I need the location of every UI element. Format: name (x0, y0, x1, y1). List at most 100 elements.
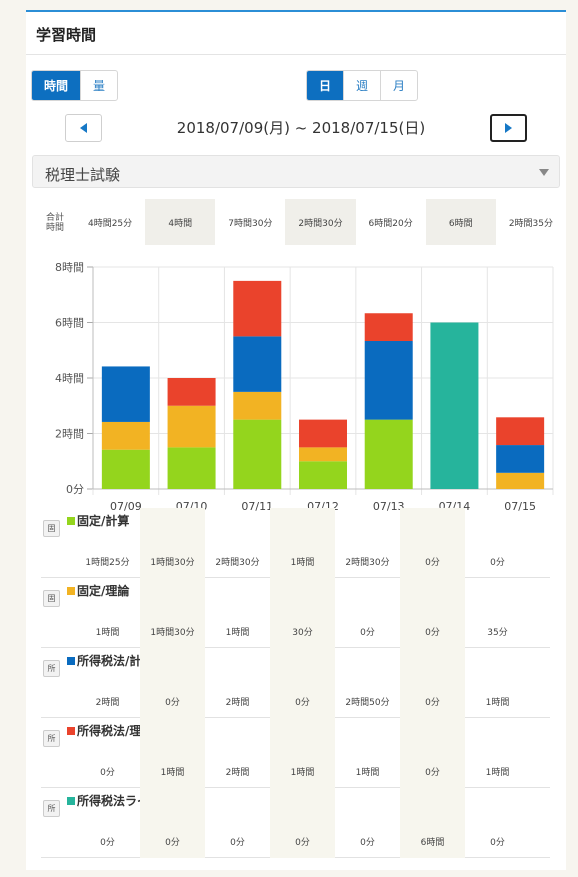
breakdown-value: 0分 (100, 838, 115, 848)
breakdown-section: 所 所得税法/計算 2時間 0分 2時間 0分 2時間50分 0分 1時間 (41, 648, 550, 718)
breakdown-value: 1時間 (485, 698, 510, 708)
legend-swatch (67, 797, 75, 805)
breakdown-values: 2時間 0分 2時間 0分 2時間50分 0分 1時間 (75, 648, 530, 718)
total-value: 2時間30分 (285, 199, 356, 245)
legend-swatch (67, 657, 75, 665)
y-tick-label: 6時間 (55, 317, 84, 330)
breakdown-value: 1時間 (485, 768, 510, 778)
breakdown-value: 1時間25分 (85, 558, 130, 568)
breakdown-value: 1時間 (270, 508, 335, 578)
breakdown-value: 1時間30分 (140, 508, 205, 578)
caret-down-icon (539, 169, 549, 176)
bar-segment (101, 366, 150, 422)
chevron-left-icon (80, 123, 87, 133)
breakdown-value: 6時間 (400, 788, 465, 858)
breakdown-values: 0分 0分 0分 0分 0分 6時間 0分 (75, 788, 530, 858)
breakdown-section: 固 固定/理論 1時間 1時間30分 1時間 30分 0分 0分 35分 (41, 578, 550, 648)
breakdown-value: 35分 (487, 628, 508, 638)
subject-name: 所得税法/計算 (77, 654, 154, 668)
period-day-button[interactable]: 日 (307, 71, 344, 100)
subject-select-value: 税理士試験 (45, 166, 121, 184)
category-badge: 固 (43, 520, 60, 537)
breakdown-value: 1時間 (95, 628, 120, 638)
x-tick-label: 07/11 (241, 500, 273, 512)
breakdown-value: 30分 (270, 578, 335, 648)
subject-name: 固定/計算 (77, 514, 130, 528)
breakdown-value: 0分 (360, 838, 375, 848)
breakdown-value: 0分 (490, 838, 505, 848)
total-value: 7時間30分 (228, 218, 273, 229)
breakdown-value: 0分 (100, 768, 115, 778)
breakdown-value: 0分 (400, 508, 465, 578)
subject-name: 固定/理論 (77, 584, 130, 598)
breakdown-value: 0分 (270, 648, 335, 718)
next-week-button[interactable] (490, 114, 527, 142)
breakdown-value: 0分 (360, 628, 375, 638)
bar-segment (167, 447, 216, 489)
legend-swatch (67, 727, 75, 735)
total-value: 6時間 (425, 199, 496, 245)
breakdown-value: 1時間 (355, 768, 380, 778)
breakdown-value: 0分 (400, 718, 465, 788)
breakdown-value: 0分 (230, 838, 245, 848)
bar-segment (101, 421, 150, 450)
breakdown-value: 1時間30分 (140, 578, 205, 648)
category-badge: 固 (43, 590, 60, 607)
bar-segment (430, 322, 479, 489)
period-week-button[interactable]: 週 (344, 71, 381, 100)
totals-row: 4時間25分 4時間 7時間30分 2時間30分 6時間20分 6時間 2時間3… (75, 199, 566, 245)
breakdown-value: 2時間 (225, 698, 250, 708)
bar-segment (299, 461, 347, 489)
period-month-button[interactable]: 月 (392, 79, 405, 93)
breakdown-value: 0分 (140, 648, 205, 718)
category-badge: 所 (43, 730, 60, 747)
breakdown-value: 0分 (270, 788, 335, 858)
chevron-right-icon (505, 123, 512, 133)
bar-segment (496, 445, 545, 473)
title-divider (26, 54, 566, 55)
legend-swatch (67, 517, 75, 525)
page-title: 学習時間 (36, 26, 97, 44)
total-value: 4時間25分 (87, 218, 133, 229)
breakdown-value: 0分 (400, 578, 465, 648)
subject-select[interactable]: 税理士試験 (32, 155, 560, 188)
breakdown-value: 2時間 (225, 768, 250, 778)
breakdown-value: 0分 (490, 558, 505, 568)
x-tick-label: 07/09 (110, 500, 142, 512)
bar-segment (101, 449, 150, 489)
mode-time-button[interactable]: 時間 (32, 71, 81, 100)
bar-segment (167, 378, 216, 406)
period-toggle: 日 週 月 (306, 70, 418, 101)
breakdown-value: 0分 (140, 788, 205, 858)
bar-segment (496, 472, 545, 489)
breakdown-value: 2時間 (95, 698, 120, 708)
mode-toggle: 時間 量 (31, 70, 118, 101)
y-tick-label: 0分 (66, 483, 84, 496)
bar-segment (233, 391, 282, 420)
study-time-card: 学習時間 時間 量 日 週 月 2018/07/09(月) ~ 2018/07/… (26, 10, 566, 870)
breakdown-section: 所 所得税法/理論 0分 1時間 2時間 1時間 1時間 0分 1時間 (41, 718, 550, 788)
prev-week-button[interactable] (65, 114, 102, 142)
breakdown-section: 固 固定/計算 1時間25分 1時間30分 2時間30分 1時間 2時間30分 … (41, 508, 550, 578)
breakdown-value: 2時間30分 (215, 558, 260, 568)
x-tick-label: 07/13 (373, 500, 405, 512)
x-tick-label: 07/15 (504, 500, 536, 512)
breakdown-values: 1時間 1時間30分 1時間 30分 0分 0分 35分 (75, 578, 530, 648)
y-tick-label: 2時間 (55, 428, 84, 441)
mode-amount-button[interactable]: 量 (92, 79, 105, 93)
breakdown-section: 所 所得税法ライブ授業 0分 0分 0分 0分 0分 6時間 0分 (41, 788, 550, 858)
legend-swatch (67, 587, 75, 595)
bar-segment (299, 447, 347, 462)
bar-segment (167, 405, 216, 448)
breakdown-value: 2時間30分 (345, 558, 390, 568)
y-tick-label: 8時間 (55, 261, 84, 274)
total-value: 6時間20分 (368, 218, 413, 229)
breakdown-value: 1時間 (140, 718, 205, 788)
category-badge: 所 (43, 660, 60, 677)
total-value: 4時間 (145, 199, 216, 245)
breakdown-value: 0分 (400, 648, 465, 718)
bar-segment (233, 336, 282, 392)
bar-segment (233, 280, 282, 337)
breakdown-value: 2時間50分 (345, 698, 390, 708)
totals-label: 合計時間 (45, 213, 64, 233)
